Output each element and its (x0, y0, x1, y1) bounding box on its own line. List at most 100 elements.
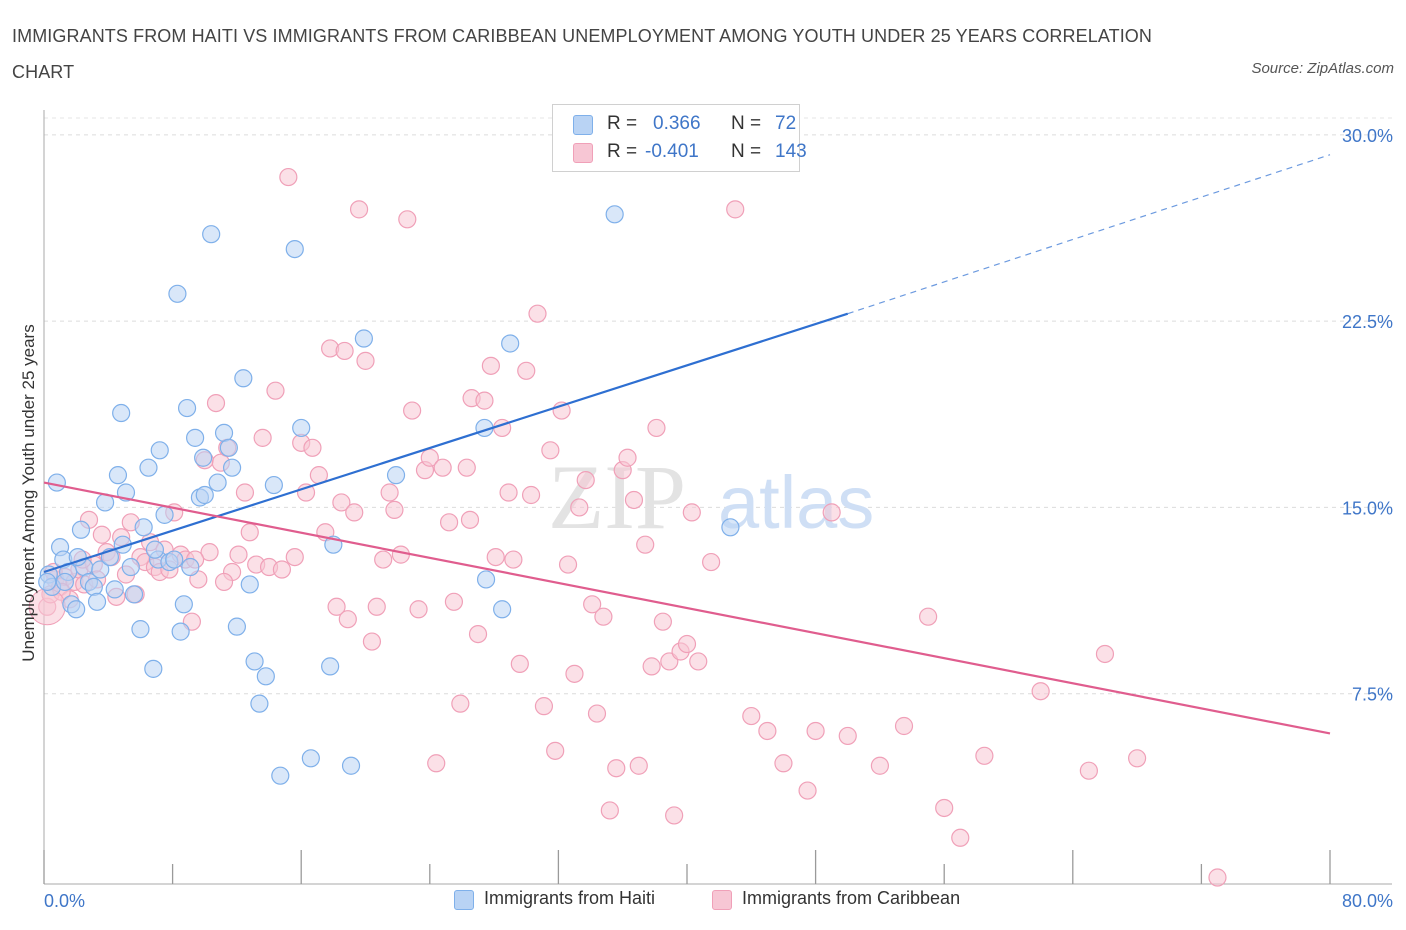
point-caribbean (362, 632, 382, 651)
point-caribbean (682, 503, 701, 522)
point-haiti (155, 505, 174, 524)
point-caribbean (240, 523, 259, 542)
point-haiti (386, 466, 406, 485)
point-caribbean (565, 664, 584, 683)
point-caribbean (409, 600, 428, 619)
point-haiti (292, 418, 311, 438)
point-haiti (177, 398, 197, 418)
point-caribbean (229, 545, 248, 564)
grid-lines (44, 117, 1392, 695)
source-label: Source: ZipAtlas.com (1251, 60, 1394, 77)
point-caribbean (444, 592, 464, 611)
point-haiti (721, 518, 740, 537)
points-haiti (38, 205, 740, 785)
point-haiti (245, 652, 264, 671)
point-caribbean (798, 781, 817, 800)
correlation-legend: R = 0.366 N = 72 R = -0.401 N = 143 (552, 104, 807, 172)
legend-n-label: N = (731, 141, 762, 162)
point-caribbean (1031, 682, 1050, 701)
axes (43, 110, 1392, 885)
point-haiti (84, 577, 103, 597)
point-caribbean (546, 741, 565, 760)
point-haiti (234, 369, 253, 388)
point-haiti (501, 334, 520, 353)
point-haiti (112, 403, 131, 423)
y-axis-label: Unemployment Among Youth under 25 years (19, 324, 38, 661)
point-caribbean (774, 754, 793, 773)
point-caribbean (558, 555, 578, 574)
point-haiti (68, 547, 87, 567)
point-caribbean (919, 607, 938, 626)
point-caribbean (272, 560, 292, 579)
point-haiti (145, 540, 165, 559)
trend-line-haiti (43, 312, 849, 574)
point-caribbean (534, 697, 554, 716)
point-caribbean (253, 428, 272, 447)
point-haiti (67, 600, 86, 619)
point-caribbean (742, 706, 761, 726)
series-label-haiti: Immigrants from Haiti (484, 888, 656, 908)
point-caribbean (838, 726, 857, 746)
point-haiti (186, 428, 205, 447)
point-haiti (202, 225, 221, 244)
point-caribbean (439, 513, 459, 532)
point-haiti (87, 592, 107, 611)
point-caribbean (510, 654, 529, 674)
series-label-caribbean: Immigrants from Caribbean (742, 888, 961, 908)
point-caribbean (870, 756, 890, 775)
point-haiti (168, 284, 187, 303)
point-caribbean (702, 552, 721, 572)
point-caribbean (521, 485, 541, 505)
point-caribbean (541, 441, 560, 460)
point-caribbean (758, 721, 777, 741)
point-haiti (55, 572, 74, 592)
x-tick-min: 0.0% (44, 891, 86, 911)
point-caribbean (206, 393, 226, 413)
point-caribbean (391, 545, 410, 564)
point-caribbean (629, 756, 648, 775)
point-caribbean (1208, 868, 1227, 887)
point-haiti (301, 749, 320, 768)
point-caribbean (327, 597, 346, 616)
point-haiti (250, 694, 269, 713)
point-haiti (271, 766, 290, 785)
point-caribbean (607, 759, 626, 778)
point-caribbean (356, 351, 375, 370)
point-caribbean (214, 572, 234, 592)
point-caribbean (894, 716, 914, 736)
point-caribbean (1127, 749, 1147, 768)
trend-line-caribbean (43, 481, 1331, 735)
point-caribbean (1079, 761, 1098, 780)
point-caribbean (403, 401, 422, 420)
point-haiti (171, 622, 190, 641)
point-haiti (150, 441, 169, 460)
y-tick-label: 15.0% (1342, 498, 1393, 518)
point-caribbean (200, 543, 219, 562)
legend-n-value-caribbean: 143 (775, 141, 807, 162)
watermark-atlas: atlas (718, 461, 874, 544)
point-caribbean (499, 483, 518, 502)
point-caribbean (618, 448, 637, 467)
point-caribbean (653, 612, 672, 631)
y-tick-labels: 7.5% 15.0% 22.5% 30.0% (1342, 126, 1393, 705)
point-caribbean (481, 356, 500, 375)
series-swatch-haiti (454, 890, 474, 910)
point-caribbean (92, 525, 111, 544)
point-caribbean (600, 801, 619, 820)
point-caribbean (345, 503, 364, 522)
point-caribbean (594, 607, 613, 626)
legend-r-label: R = (607, 113, 638, 134)
point-haiti (341, 756, 361, 775)
y-tick-label: 7.5% (1352, 685, 1393, 705)
point-caribbean (642, 657, 661, 676)
point-haiti (321, 657, 340, 676)
series-swatch-caribbean (712, 890, 732, 910)
point-caribbean (367, 597, 386, 616)
point-caribbean (486, 547, 505, 567)
point-caribbean (460, 510, 480, 529)
point-haiti (131, 620, 150, 639)
point-caribbean (420, 448, 439, 467)
point-caribbean (235, 483, 255, 502)
legend-n-label: N = (731, 113, 762, 134)
